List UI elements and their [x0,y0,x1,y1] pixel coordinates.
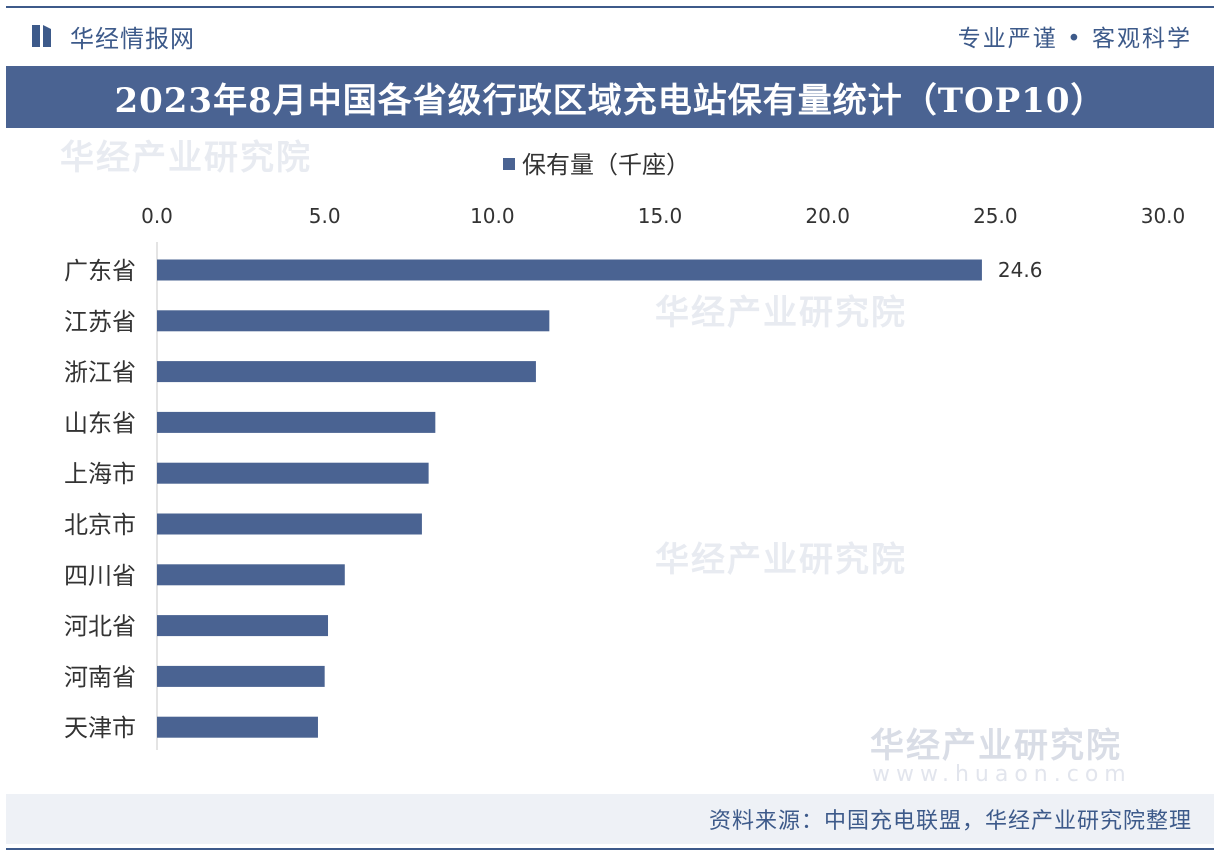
x-tick-label: 5.0 [309,204,341,228]
data-labels: 24.6 [998,258,1043,282]
motto: 专业严谨 • 客观科学 [957,26,1192,52]
y-category-label: 广东省 [64,257,136,285]
data-label: 24.6 [998,258,1043,282]
x-axis-ticks: 0.0 5.0 10.0 15.0 20.0 25.0 30.0 [141,204,1185,228]
y-category-label: 天津市 [64,714,136,742]
y-category-label: 河北省 [64,613,136,641]
bars [157,259,982,738]
chart-title: 2023年8月中国各省级行政区域充电站保有量统计（TOP10） [114,80,1106,121]
y-category-label: 江苏省 [64,308,136,336]
bar [157,716,318,738]
top-frame-line [6,6,1214,8]
brand-name: 华经情报网 [70,24,195,53]
bar [157,310,550,332]
bar [157,665,325,687]
x-tick-label: 20.0 [805,204,850,228]
source-note: 资料来源：中国充电联盟，华经产业研究院整理 [708,809,1192,834]
legend: 保有量（千座） [503,151,690,179]
x-tick-label: 25.0 [973,204,1018,228]
title-band: 2023年8月中国各省级行政区域充电站保有量统计（TOP10） [6,66,1214,128]
bar [157,411,436,433]
bottom-frame-line [6,848,1214,850]
y-category-label: 浙江省 [64,359,136,387]
bar [157,361,536,383]
legend-swatch [503,158,515,170]
bar [157,615,329,637]
x-tick-label: 10.0 [470,204,515,228]
bar-chart: 保有量（千座） 0.0 5.0 10.0 15.0 20.0 25.0 30.0 广东省江苏… [64,151,1185,750]
brand-logo-icon [32,25,51,47]
x-tick-label: 0.0 [141,204,173,228]
legend-label: 保有量（千座） [522,151,690,179]
y-category-label: 北京市 [64,511,136,539]
chart-area: 保有量（千座） 0.0 5.0 10.0 15.0 20.0 25.0 30.0 广东省江苏… [0,130,1226,790]
y-category-label: 四川省 [64,562,136,590]
header: 华经情报网 专业严谨 • 客观科学 [6,10,1214,62]
y-category-label: 山东省 [64,409,136,437]
footer: 资料来源：中国充电联盟，华经产业研究院整理 [6,794,1214,844]
brand: 华经情报网 [32,19,195,54]
x-tick-label: 15.0 [638,204,683,228]
bar [157,259,982,281]
bar [157,564,345,586]
bar [157,513,422,535]
x-tick-label: 30.0 [1141,204,1186,228]
y-category-label: 上海市 [64,460,136,488]
bar [157,462,429,484]
y-category-label: 河南省 [64,663,136,691]
